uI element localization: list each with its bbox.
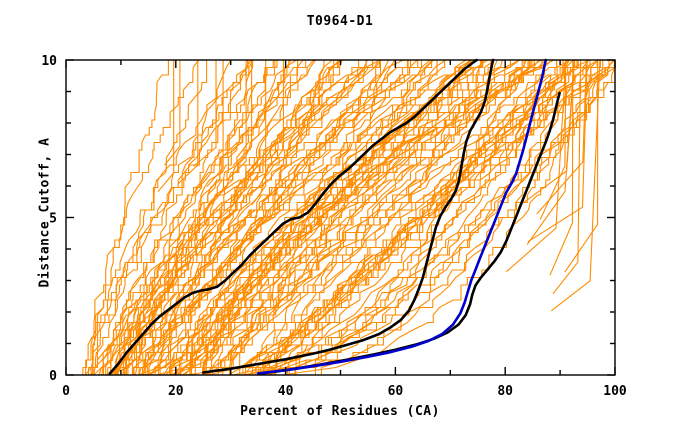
svg-text:100: 100 — [603, 384, 627, 399]
series-predictor-group-black-1 — [108, 58, 478, 375]
svg-text:40: 40 — [278, 384, 294, 399]
x-axis-label: Percent of Residues (CA) — [240, 404, 440, 419]
svg-text:0: 0 — [49, 369, 57, 384]
svg-text:60: 60 — [388, 384, 404, 399]
highlighted-curves — [108, 58, 561, 375]
svg-text:20: 20 — [168, 384, 184, 399]
svg-text:10: 10 — [41, 54, 57, 69]
y-axis-label: Distance Cutoff, A — [37, 137, 53, 288]
svg-text:5: 5 — [49, 212, 57, 227]
series-predictor-group-black-2 — [202, 58, 495, 374]
axis-frame — [65, 59, 616, 376]
svg-text:80: 80 — [497, 384, 513, 399]
svg-text:0: 0 — [62, 384, 70, 399]
axis-tick-labels: 0 20 40 60 80 100 0 5 10 — [41, 54, 627, 399]
series-predictor-group-blue — [256, 58, 548, 375]
chart-title: T0964-D1 — [306, 14, 374, 29]
